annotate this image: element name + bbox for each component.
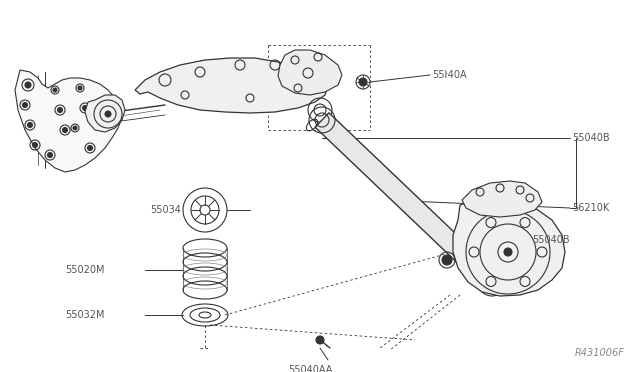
Circle shape (33, 142, 38, 148)
Circle shape (53, 88, 57, 92)
Polygon shape (315, 113, 499, 289)
Circle shape (83, 106, 88, 110)
Circle shape (73, 126, 77, 130)
Circle shape (58, 108, 63, 112)
Text: R431006F: R431006F (575, 348, 625, 358)
Text: 56210K: 56210K (572, 203, 609, 213)
Text: 55040B: 55040B (572, 133, 610, 143)
Circle shape (442, 255, 452, 265)
Circle shape (78, 86, 82, 90)
Circle shape (88, 145, 93, 151)
Circle shape (316, 336, 324, 344)
Text: 55020M: 55020M (65, 265, 104, 275)
Circle shape (22, 103, 28, 108)
Polygon shape (462, 181, 542, 217)
Text: 55ŀ40A: 55ŀ40A (432, 70, 467, 80)
Circle shape (28, 122, 33, 128)
Text: 55040AA: 55040AA (288, 365, 332, 372)
Polygon shape (85, 95, 125, 132)
Polygon shape (135, 58, 328, 113)
Circle shape (504, 248, 512, 256)
Polygon shape (278, 50, 342, 95)
Text: 55040B: 55040B (532, 235, 570, 245)
Circle shape (63, 128, 67, 132)
Circle shape (25, 82, 31, 88)
Polygon shape (453, 198, 565, 296)
Text: 55032M: 55032M (65, 310, 104, 320)
Polygon shape (15, 70, 122, 172)
Text: 55034: 55034 (150, 205, 181, 215)
Circle shape (47, 153, 52, 157)
Circle shape (105, 111, 111, 117)
Circle shape (359, 78, 367, 86)
